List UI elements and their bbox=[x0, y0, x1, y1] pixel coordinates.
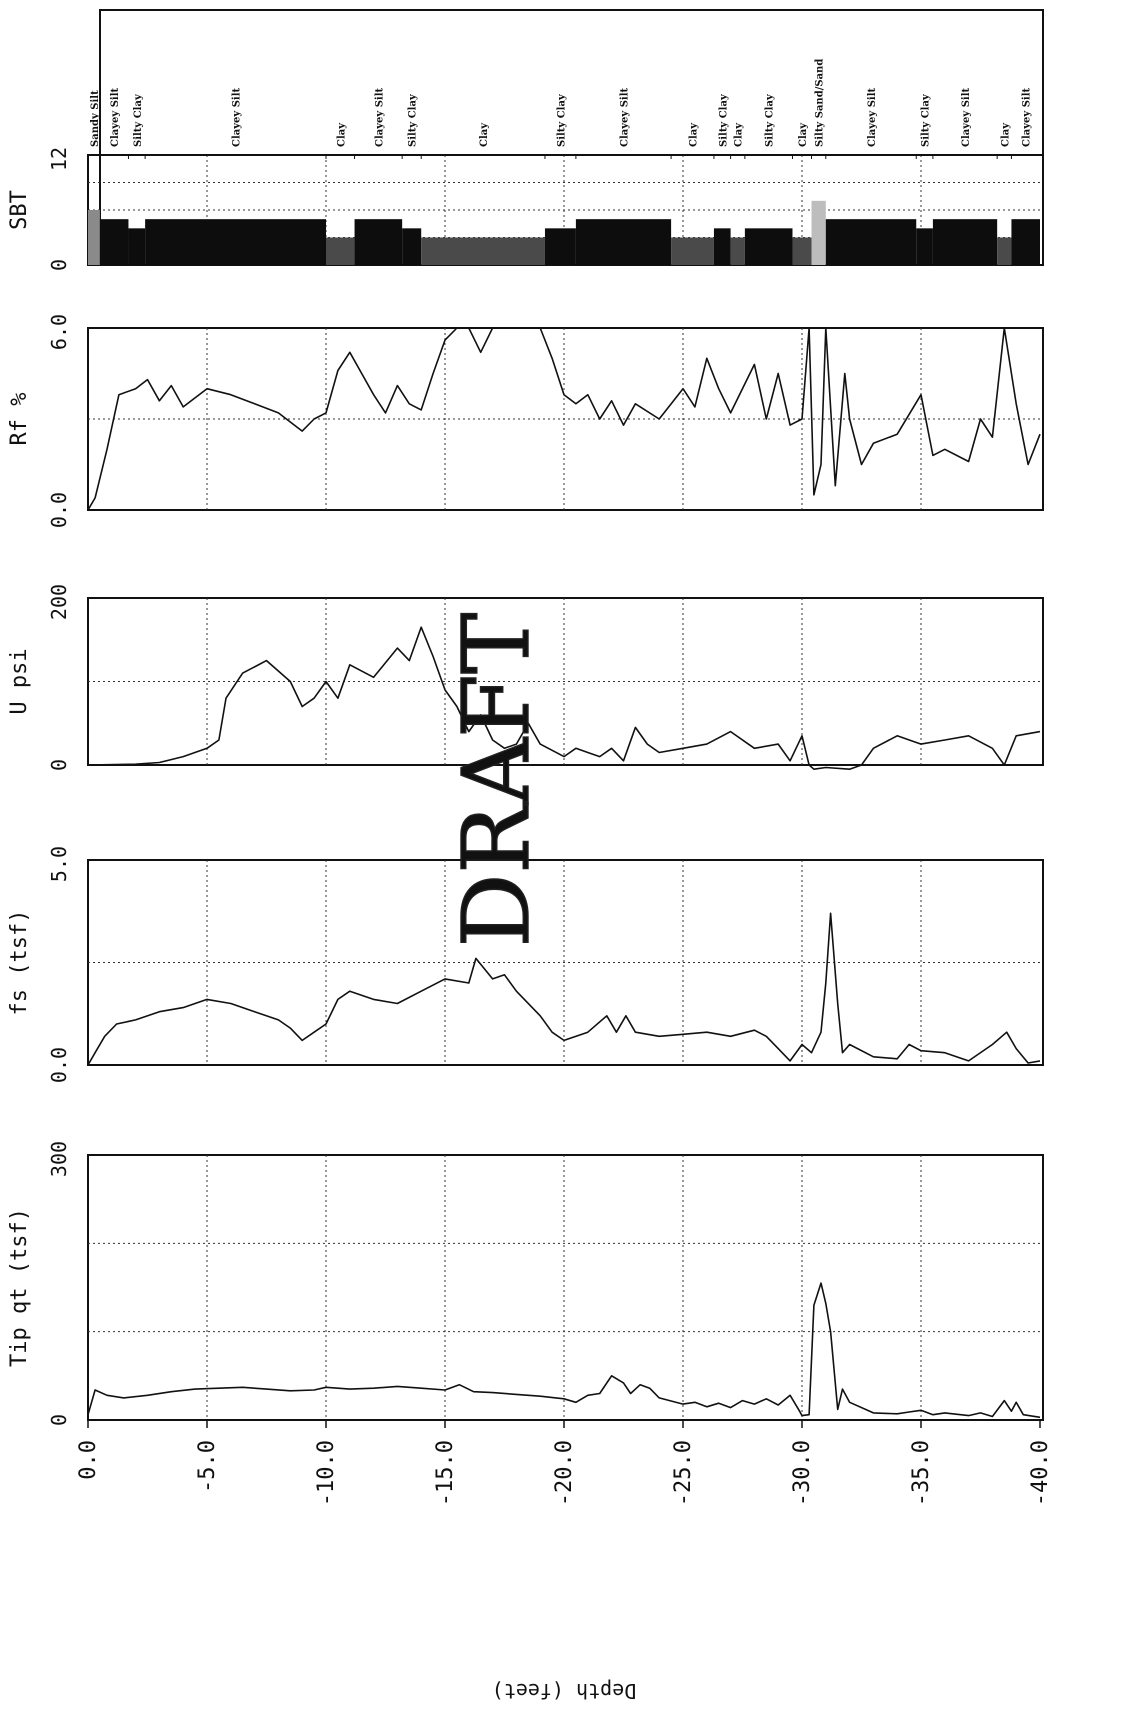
sbt-zone-label-5: Clayey Silt bbox=[374, 87, 385, 147]
axis-label-sbt: SBT bbox=[7, 190, 32, 230]
depth-tick-label-7: -35.0 bbox=[909, 1440, 934, 1506]
sbt-zone-label-6: Silty Clay bbox=[408, 93, 419, 147]
sbt-bar-10 bbox=[671, 237, 714, 265]
depth-tick-label-1: -5.0 bbox=[195, 1440, 220, 1493]
sbt-bar-13 bbox=[744, 228, 793, 265]
sbt-zone-label-17: Silty Clay bbox=[921, 93, 932, 147]
depth-tick-label-4: -20.0 bbox=[552, 1440, 577, 1506]
sbt-zone-label-4: Clay bbox=[336, 122, 347, 147]
sbt-zone-label-3: Clayey Silt bbox=[232, 87, 243, 147]
sbt-bar-3 bbox=[145, 219, 326, 265]
tick-label-max-tip: 300 bbox=[47, 1141, 71, 1177]
axis-label-fs: fs (tsf) bbox=[7, 910, 32, 1016]
tick-label-min-fs: 0.0 bbox=[47, 1047, 71, 1083]
depth-tick-label-3: -15.0 bbox=[433, 1440, 458, 1506]
sbt-zone-label-10: Clay bbox=[689, 122, 700, 147]
tick-label-min-u: 0 bbox=[47, 759, 71, 771]
sbt-bar-19 bbox=[997, 237, 1012, 265]
sbt-bar-9 bbox=[575, 219, 672, 265]
sbt-bar-14 bbox=[792, 237, 812, 265]
depth-tick-label-0: 0.0 bbox=[76, 1440, 101, 1480]
sbt-zone-label-14: Clay bbox=[798, 122, 809, 147]
sbt-zone-label-11: Silty Clay bbox=[718, 93, 729, 147]
tick-label-max-rf: 6.0 bbox=[47, 314, 71, 350]
tick-label-min-tip: 0 bbox=[47, 1414, 71, 1426]
sbt-zone-label-9: Clayey Silt bbox=[620, 87, 631, 147]
tick-label-min-sbt: 0 bbox=[47, 259, 71, 271]
sbt-zone-label-7: Clay bbox=[479, 122, 490, 147]
sbt-bar-18 bbox=[932, 219, 998, 265]
sbt-zone-label-0: Sandy Silt bbox=[90, 90, 101, 147]
sbt-bar-20 bbox=[1011, 219, 1040, 265]
sbt-zone-label-12: Clay bbox=[734, 122, 745, 147]
tick-label-min-rf: 0.0 bbox=[47, 492, 71, 528]
panel-rf: Rf % 0.0 6.0 bbox=[7, 314, 1044, 528]
sbt-bar-2 bbox=[128, 228, 146, 265]
sbt-zone-label-19: Clay bbox=[1000, 122, 1011, 147]
tick-label-max-u: 200 bbox=[47, 584, 71, 620]
panel-u: U psi 0 200 bbox=[7, 584, 1044, 771]
sbt-zone-label-1: Clayey Silt bbox=[110, 87, 121, 147]
series-line-tip bbox=[87, 1282, 1041, 1419]
sbt-bar-0 bbox=[88, 210, 100, 265]
sbt-bar-11 bbox=[713, 228, 731, 265]
sbt-bar-7 bbox=[421, 237, 545, 265]
depth-axis-label: Depth (feet) bbox=[492, 1679, 637, 1703]
watermark-text: DRAFT bbox=[443, 613, 550, 948]
sbt-bar-15 bbox=[811, 200, 826, 265]
series-line-rf bbox=[87, 327, 1041, 511]
depth-tick-label-5: -25.0 bbox=[671, 1440, 696, 1506]
panel-fs: fs (tsf) 0.0 5.0 bbox=[7, 846, 1044, 1083]
series-line-u bbox=[87, 626, 1041, 771]
sbt-zone-label-18: Clayey Silt bbox=[961, 87, 972, 147]
sbt-bar-6 bbox=[402, 228, 422, 265]
sbt-bar-8 bbox=[544, 228, 576, 265]
sbt-bar-16 bbox=[825, 219, 917, 265]
sbt-zone-label-15: Silty Sand/Sand bbox=[815, 59, 826, 147]
panel-sbt: SBT 0 12 Sandy Silt Clayey Silt Silty Clay Cla… bbox=[7, 59, 1044, 271]
axis-label-u: U psi bbox=[7, 648, 32, 714]
sbt-zone-label-13: Silty Clay bbox=[765, 93, 776, 147]
axis-label-rf: Rf % bbox=[7, 393, 32, 446]
axis-label-tip: Tip qt (tsf) bbox=[7, 1208, 32, 1367]
sbt-bar-5 bbox=[354, 219, 403, 265]
sbt-zone-label-16: Clayey Silt bbox=[867, 87, 878, 147]
depth-tick-label-8: -40.0 bbox=[1028, 1440, 1053, 1506]
tick-label-max-sbt: 12 bbox=[47, 147, 71, 171]
panel-tip: Tip qt (tsf) 0 300 bbox=[7, 1141, 1044, 1426]
tick-label-max-fs: 5.0 bbox=[47, 846, 71, 882]
sbt-zone-label-2: Silty Clay bbox=[133, 93, 144, 147]
sbt-zone-label-8: Silty Clay bbox=[556, 93, 567, 147]
series-line-fs bbox=[87, 912, 1041, 1066]
sbt-bar-12 bbox=[730, 237, 745, 265]
sbt-zone-label-20: Clayey Silt bbox=[1022, 87, 1033, 147]
sbt-bar-17 bbox=[916, 228, 933, 265]
depth-tick-label-6: -30.0 bbox=[790, 1440, 815, 1506]
sbt-bar-4 bbox=[326, 237, 355, 265]
panel-frame-tip bbox=[87, 1154, 1044, 1421]
depth-tick-label-2: -10.0 bbox=[314, 1440, 339, 1506]
sbt-bar-1 bbox=[99, 219, 129, 265]
